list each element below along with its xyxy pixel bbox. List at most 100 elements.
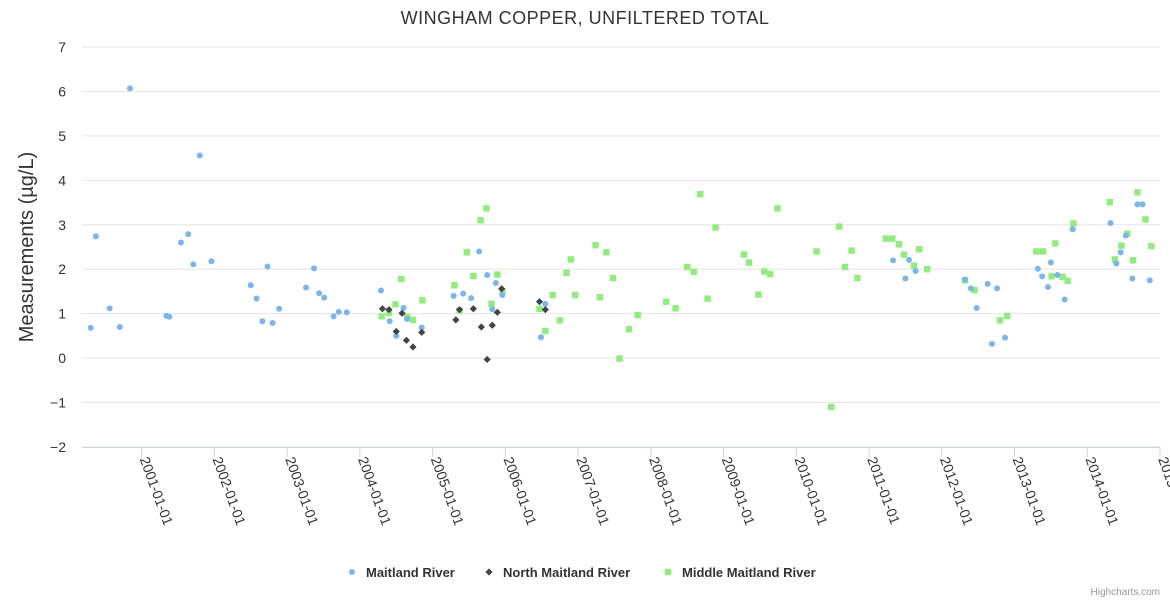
data-point[interactable] [836,223,843,230]
data-point[interactable] [571,291,579,299]
data-point[interactable] [418,328,426,336]
data-point[interactable] [463,249,470,256]
data-point[interactable] [1146,277,1153,284]
data-point[interactable] [477,217,484,224]
data-point[interactable] [967,285,974,292]
data-point[interactable] [1034,265,1041,272]
data-point[interactable] [536,305,543,312]
data-point[interactable] [895,241,903,248]
data-point[interactable] [596,294,604,301]
data-point[interactable] [404,316,411,322]
data-point[interactable] [828,403,835,411]
data-point[interactable] [1069,226,1076,233]
data-point[interactable] [609,274,617,282]
data-point[interactable] [468,295,475,302]
data-point[interactable] [1134,189,1141,196]
data-point[interactable] [592,242,599,249]
data-point[interactable] [400,304,407,311]
data-point[interactable] [477,323,485,331]
data-point[interactable] [378,305,387,313]
data-point[interactable] [386,318,393,325]
data-point[interactable] [127,85,134,92]
data-point[interactable] [1134,201,1141,208]
data-point[interactable] [303,284,310,291]
data-point[interactable] [1004,312,1011,320]
data-point[interactable] [841,263,849,271]
data-point[interactable] [316,290,323,297]
data-point[interactable] [276,305,283,312]
data-point[interactable] [924,266,931,273]
data-point[interactable] [483,355,491,364]
data-point[interactable] [269,320,276,326]
data-point[interactable] [745,259,753,266]
data-point[interactable] [419,297,426,304]
data-point[interactable] [984,280,991,287]
data-point[interactable] [378,313,385,320]
data-point[interactable] [116,324,123,330]
data-point[interactable] [1129,257,1137,264]
data-point[interactable] [542,300,549,307]
data-point[interactable] [1044,284,1051,290]
data-point[interactable] [264,263,271,270]
data-point[interactable] [890,257,897,264]
data-point[interactable] [541,306,549,314]
data-point[interactable] [106,305,113,312]
data-point[interactable] [712,224,719,231]
data-point[interactable] [766,270,774,278]
data-point[interactable] [321,294,328,301]
data-point[interactable] [854,274,861,282]
data-point[interactable] [1122,232,1129,239]
data-point[interactable] [418,324,425,331]
data-point[interactable] [1142,216,1149,223]
data-point[interactable] [1033,248,1040,255]
data-point[interactable] [451,282,458,289]
data-point[interactable] [755,291,762,298]
data-point[interactable] [813,248,820,255]
data-point[interactable] [253,295,260,302]
data-point[interactable] [535,298,544,306]
data-point[interactable] [549,291,556,299]
data-point[interactable] [343,309,350,316]
data-point[interactable] [330,313,337,320]
data-point[interactable] [470,272,477,280]
data-point[interactable] [625,326,633,333]
data-point[interactable] [1106,198,1114,206]
data-point[interactable] [493,308,501,316]
data-point[interactable] [392,301,399,308]
data-point[interactable] [393,332,400,339]
data-point[interactable] [196,152,203,159]
data-point[interactable] [1113,260,1120,267]
data-point[interactable] [460,290,467,297]
data-point[interactable] [1059,273,1066,280]
data-point[interactable] [455,306,464,314]
data-point[interactable] [87,324,94,331]
legend-symbol[interactable] [664,568,672,576]
data-point[interactable] [1070,220,1077,227]
data-point[interactable] [916,246,923,253]
legend-item[interactable]: Maitland River [349,565,455,580]
data-point[interactable] [398,275,405,283]
data-point[interactable] [476,248,483,255]
data-point[interactable] [996,317,1004,324]
data-point[interactable] [452,316,460,324]
data-point[interactable] [166,313,173,320]
credits-link[interactable]: Highcharts.com [1091,587,1160,598]
data-point[interactable] [492,280,499,286]
data-point[interactable] [567,256,575,263]
data-point[interactable] [377,287,384,294]
data-point[interactable] [683,263,691,271]
data-point[interactable] [563,269,570,276]
legend-item[interactable]: Middle Maitland River [664,565,816,580]
data-point[interactable] [889,235,896,242]
data-point[interactable] [335,308,342,315]
data-point[interactable] [994,285,1001,292]
data-point[interactable] [1129,275,1136,282]
legend-symbol[interactable] [349,569,355,575]
data-point[interactable] [185,231,192,238]
data-point[interactable] [556,317,564,324]
data-point[interactable] [385,306,393,314]
data-point[interactable] [1064,277,1071,284]
data-point[interactable] [499,292,506,298]
data-point[interactable] [774,205,781,212]
data-point[interactable] [483,205,490,212]
